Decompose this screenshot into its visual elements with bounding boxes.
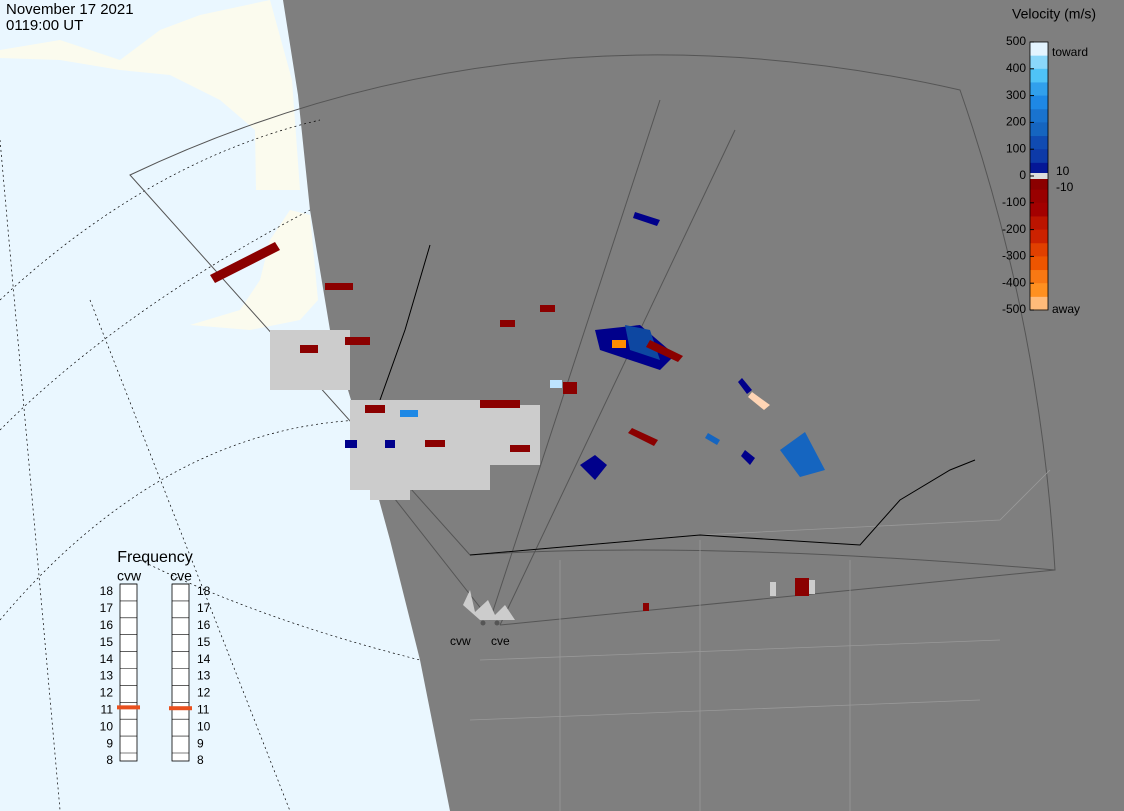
frequency-column bbox=[171, 583, 190, 762]
colorbar-tick-label: 400 bbox=[1006, 61, 1026, 75]
colorbar-tick-label: 500 bbox=[1006, 34, 1026, 48]
colorbar-bottom: away bbox=[1052, 302, 1080, 316]
frequency-tick-label: 15 bbox=[100, 635, 114, 649]
latitude-lines bbox=[0, 119, 421, 811]
radar-name: cvw bbox=[117, 568, 142, 584]
radar-label: cve bbox=[491, 634, 510, 648]
frequency-tick-label: 11 bbox=[197, 702, 210, 716]
frequency-tick-label: 13 bbox=[100, 669, 114, 683]
frequency-tick-label: 8 bbox=[197, 753, 204, 767]
land-day bbox=[0, 0, 300, 190]
radar-fov bbox=[129, 54, 1056, 626]
night-side bbox=[283, 0, 1124, 811]
colorbar-tick-label: -100 bbox=[1002, 195, 1026, 209]
colorbar-tick-label: 300 bbox=[1006, 88, 1026, 102]
frequency-tick-label: 16 bbox=[197, 618, 211, 632]
colorbar-segment bbox=[1030, 55, 1048, 70]
frequency-tick-label: 8 bbox=[106, 753, 113, 767]
colorbar-near-zero: -10 bbox=[1056, 180, 1074, 194]
colorbar-title: Velocity (m/s) bbox=[1012, 6, 1096, 22]
colorbar-segment bbox=[1030, 270, 1048, 284]
radar-site bbox=[494, 620, 500, 626]
frequency-tick-label: 9 bbox=[197, 736, 204, 750]
frequency-tick-label: 17 bbox=[197, 601, 211, 615]
colorbar-segment bbox=[1030, 189, 1048, 204]
colorbar-segment bbox=[1030, 216, 1048, 231]
frequency-tick-label: 15 bbox=[197, 635, 211, 649]
frequency-tick-label: 18 bbox=[197, 584, 211, 598]
frequency-tick-label: 14 bbox=[100, 652, 114, 666]
frequency-tick-label: 12 bbox=[197, 686, 211, 700]
colorbar-tick-label: -400 bbox=[1002, 275, 1026, 289]
colorbar-tick-label: 0 bbox=[1019, 168, 1026, 182]
time-label: 0119:00 UT bbox=[6, 17, 83, 34]
colorbar-segment bbox=[1030, 136, 1048, 150]
frequency-tick-label: 9 bbox=[106, 736, 113, 750]
frequency-column bbox=[119, 583, 138, 762]
alaska bbox=[190, 210, 318, 330]
colorbar-segment bbox=[1030, 82, 1048, 97]
border-line bbox=[469, 459, 976, 556]
radar-name: cve bbox=[170, 568, 192, 584]
colorbar-tick-label: 100 bbox=[1006, 141, 1026, 155]
frequency-tick-label: 14 bbox=[197, 652, 211, 666]
colorbar-tick-label: -500 bbox=[1002, 302, 1026, 316]
frequency-marker bbox=[169, 706, 192, 711]
frequency-tick-label: 13 bbox=[197, 669, 211, 683]
scatter-cells bbox=[210, 212, 825, 620]
colorbar-zero bbox=[1030, 173, 1048, 179]
frequency-marker bbox=[117, 705, 140, 710]
colorbar-segment bbox=[1030, 296, 1048, 311]
day-side bbox=[0, 0, 450, 811]
frequency-tick-label: 16 bbox=[100, 618, 114, 632]
radar-label: cvw bbox=[450, 634, 471, 648]
frequency-tick-label: 10 bbox=[197, 719, 211, 733]
colorbar-tick-label: 200 bbox=[1006, 115, 1026, 129]
date-label: November 17 2021 bbox=[6, 1, 134, 18]
frequency-tick-label: 12 bbox=[100, 686, 114, 700]
frequency-tick-label: 17 bbox=[100, 601, 114, 615]
frequency-tick-label: 10 bbox=[100, 719, 114, 733]
colorbar-tick-label: -200 bbox=[1002, 222, 1026, 236]
colorbar-segment bbox=[1030, 109, 1048, 123]
colorbar-segment bbox=[1030, 243, 1048, 257]
radar-site bbox=[480, 620, 486, 626]
colorbar-tick-label: -300 bbox=[1002, 249, 1026, 263]
colorbar-near-zero: 10 bbox=[1056, 164, 1070, 178]
frequency-tick-label: 18 bbox=[100, 584, 114, 598]
frequency-title: Frequency bbox=[117, 549, 193, 566]
frequency-tick-label: 11 bbox=[101, 702, 114, 716]
colorbar-top: toward bbox=[1052, 45, 1088, 59]
